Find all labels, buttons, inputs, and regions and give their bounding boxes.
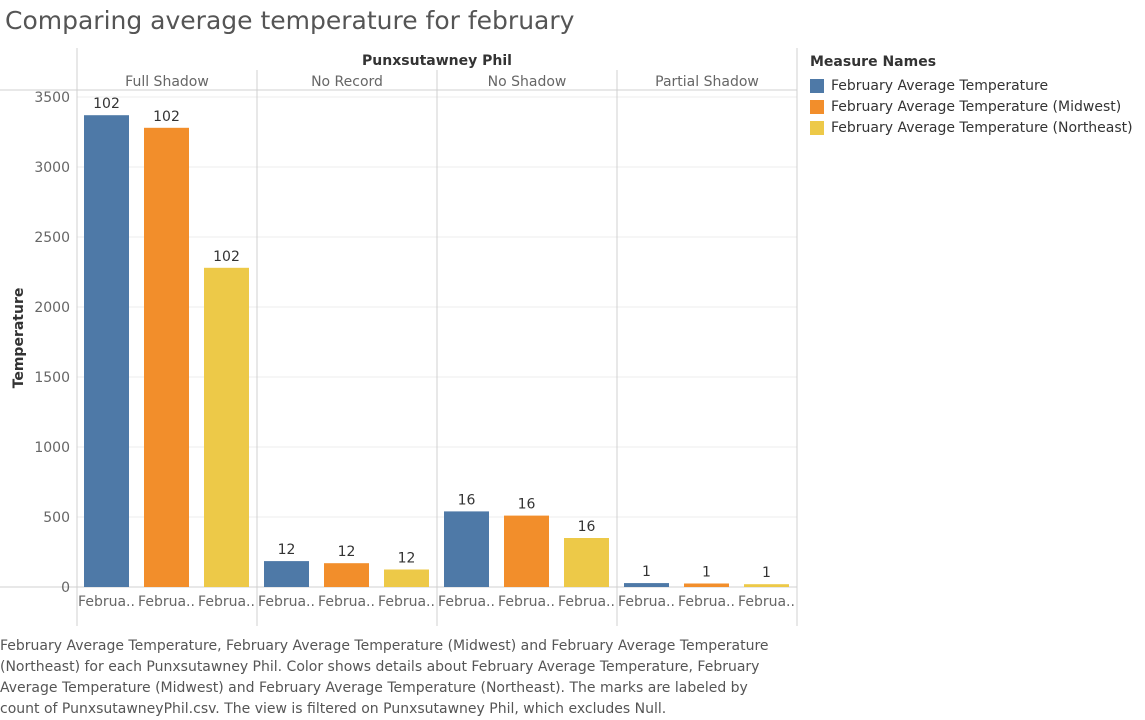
y-tick-label: 1000 (34, 440, 70, 456)
x-tick-label: Februa.. (618, 594, 675, 610)
category-header: No Shadow (488, 74, 567, 90)
legend-swatch (810, 120, 824, 135)
bar (744, 584, 789, 587)
chart-text: Punxsutawney Phil Temperature 0 500 1000 15… (11, 53, 795, 610)
data-label: 1 (702, 565, 711, 581)
data-label: 16 (518, 497, 536, 513)
x-tick-label: Februa.. (438, 594, 495, 610)
data-label: 1 (762, 565, 771, 581)
bar (384, 569, 429, 587)
x-tick-label: Februa.. (378, 594, 435, 610)
bar (324, 563, 369, 587)
legend-swatch (810, 78, 824, 93)
x-tick-label: Februa.. (258, 594, 315, 610)
legend: Measure Names February Average Temperatu… (810, 54, 1133, 138)
legend-item[interactable]: February Average Temperature (Midwest) (810, 96, 1133, 117)
category-header: Full Shadow (125, 74, 209, 90)
data-label: 102 (213, 249, 240, 265)
data-label: 1 (642, 564, 651, 580)
y-tick-label: 0 (61, 580, 70, 596)
x-tick-label: Februa.. (558, 594, 615, 610)
x-tick-label: Februa.. (78, 594, 135, 610)
legend-item[interactable]: February Average Temperature (Northeast) (810, 117, 1133, 138)
bar-chart: Punxsutawney Phil Temperature 0 500 1000 15… (0, 48, 798, 626)
data-label: 16 (578, 519, 596, 535)
category-header: Partial Shadow (655, 74, 759, 90)
data-label: 12 (338, 544, 356, 560)
data-label: 102 (93, 96, 120, 112)
data-label: 12 (398, 551, 416, 567)
bar (564, 538, 609, 587)
x-tick-label: Februa.. (498, 594, 555, 610)
bar (84, 115, 129, 587)
bar (264, 561, 309, 587)
column-header: Punxsutawney Phil (362, 53, 512, 69)
legend-item-label: February Average Temperature (Midwest) (831, 98, 1122, 115)
y-tick-label: 3500 (34, 90, 70, 106)
legend-item-label: February Average Temperature (Northeast) (831, 119, 1133, 136)
bar (504, 515, 549, 587)
bar (144, 127, 189, 588)
legend-item[interactable]: February Average Temperature (810, 75, 1133, 96)
x-tick-label: Februa.. (138, 594, 195, 610)
y-tick-label: 2000 (34, 300, 70, 316)
bar (684, 583, 729, 587)
category-header: No Record (311, 74, 383, 90)
legend-swatch (810, 99, 824, 114)
x-tick-label: Februa.. (198, 594, 255, 610)
chart-caption: February Average Temperature, February A… (0, 638, 769, 717)
x-tick-label: Februa.. (318, 594, 375, 610)
bar (444, 511, 489, 587)
y-axis-label: Temperature (11, 288, 27, 389)
data-label: 16 (458, 492, 476, 508)
x-tick-label: Februa.. (678, 594, 735, 610)
data-label: 12 (278, 542, 296, 558)
y-tick-label: 1500 (34, 370, 70, 386)
legend-item-label: February Average Temperature (831, 77, 1049, 94)
page-title: Comparing average temperature for februa… (5, 6, 575, 35)
bars (84, 115, 789, 588)
y-tick-label: 2500 (34, 230, 70, 246)
y-tick-label: 3000 (34, 160, 70, 176)
x-tick-label: Februa.. (738, 594, 795, 610)
bar (204, 267, 249, 587)
bar (624, 583, 669, 587)
legend-title: Measure Names (810, 54, 937, 70)
y-tick-label: 500 (43, 510, 70, 526)
data-label: 102 (153, 109, 180, 125)
